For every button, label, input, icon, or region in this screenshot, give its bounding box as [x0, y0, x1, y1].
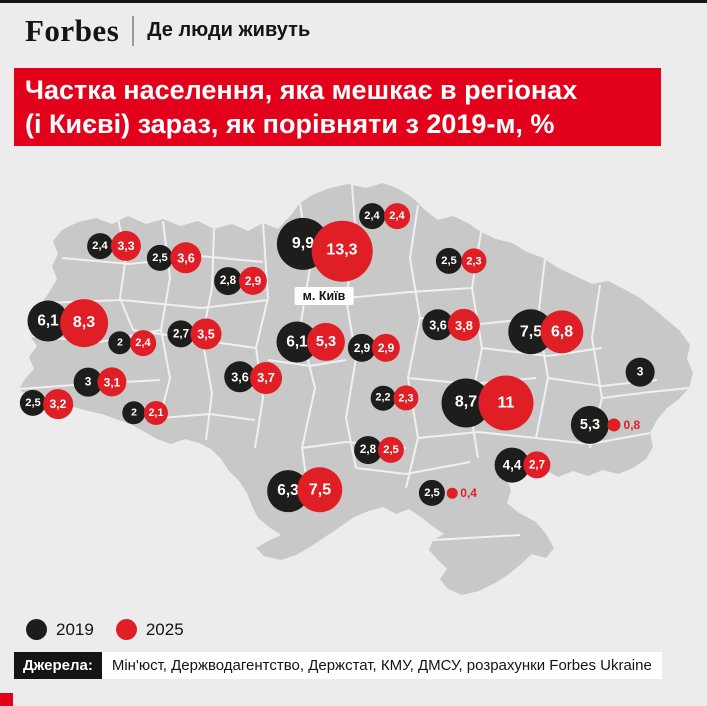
bubble-2025: 2,9 — [238, 266, 268, 296]
bubble-2025: 3,8 — [447, 308, 481, 342]
bubble-value-label: 0,4 — [460, 486, 477, 500]
bubble-2019: 2 — [108, 331, 132, 355]
bubble-2025: 3,5 — [190, 318, 222, 350]
header-divider — [132, 15, 135, 46]
legend-item-2025: 2025 — [115, 619, 184, 640]
legend-dot-2019 — [26, 619, 47, 640]
bubble-2025: 8,3 — [60, 299, 108, 347]
header: Forbes Де люди живуть — [25, 15, 310, 46]
bubble-2025: 3,1 — [97, 367, 127, 397]
bubble-2019: 2,2 — [370, 385, 396, 411]
sources-bar: Джерела: Мін'юст, Держводагентство, Держ… — [14, 652, 662, 679]
bubble-2019: 2,5 — [146, 244, 174, 272]
bubble-2019: 5,3 — [570, 405, 610, 445]
bubble-2025: 2,3 — [461, 248, 487, 274]
bubble-2019: 2,7 — [167, 320, 195, 348]
bubble-2019: 3 — [625, 357, 655, 387]
bubble-2019: 2,5 — [435, 247, 463, 275]
bubble-2025: 2,3 — [393, 385, 419, 411]
bubble-2025 — [607, 418, 621, 432]
bubble-2019: 2,5 — [19, 389, 47, 417]
bubble-2025: 2,1 — [143, 400, 169, 426]
bubble-2019: 2,4 — [359, 203, 385, 229]
sources-label: Джерела: — [14, 652, 102, 679]
bubble-2025 — [446, 487, 458, 499]
bubble-2025: 13,3 — [311, 220, 373, 282]
bubble-2025: 2,5 — [377, 436, 405, 464]
bubble-2025: 2,7 — [523, 451, 551, 479]
bubble-2019: 2 — [122, 401, 146, 425]
legend-item-2019: 2019 — [26, 619, 94, 640]
bubble-2025: 11 — [478, 375, 534, 431]
bubble-2025: 3,3 — [110, 230, 142, 262]
bubble-2019: 2,8 — [354, 436, 382, 464]
top-border — [0, 0, 707, 3]
bubble-2019: 2,4 — [87, 233, 113, 259]
legend-label-2025: 2025 — [145, 619, 184, 639]
bubble-2025: 3,6 — [170, 242, 202, 274]
bubble-2019: 4,4 — [494, 447, 530, 483]
bubble-2025: 5,3 — [306, 322, 346, 362]
legend: 2019 2025 — [26, 619, 184, 640]
bubble-2019: 2,8 — [214, 267, 242, 295]
bubble-2019: 6,1 — [276, 321, 318, 363]
bubble-2025: 3,2 — [43, 389, 73, 419]
chart-title-line1: Частка населення, яка мешкає в регіонах — [25, 75, 578, 105]
bubble-2019: 2,5 — [418, 479, 446, 507]
bubble-2025: 3,7 — [250, 362, 282, 394]
header-tagline: Де люди живуть — [147, 19, 311, 41]
legend-dot-2025 — [115, 619, 137, 640]
forbes-logo: Forbes — [25, 13, 120, 48]
sources-text: Мін'юст, Держводагентство, Держстат, КМУ… — [111, 657, 652, 674]
bubble-2025: 2,9 — [371, 333, 401, 363]
bubble-2025: 7,5 — [297, 467, 343, 513]
chart-title-line2: (і Києві) зараз, як порівняти з 2019-м, … — [25, 109, 555, 139]
bubble-2019: 2,9 — [347, 333, 377, 363]
corner-accent — [0, 693, 13, 706]
bubble-2025: 2,4 — [130, 330, 156, 356]
bubble-2025: 2,4 — [384, 203, 410, 229]
bubble-2025: 6,8 — [540, 310, 584, 354]
chart-title: Частка населення, яка мешкає в регіонах … — [14, 68, 661, 146]
legend-label-2019: 2019 — [56, 619, 94, 639]
bubble-value-label: 0,8 — [623, 418, 641, 432]
kyiv-city-label: м. Київ — [294, 287, 354, 305]
